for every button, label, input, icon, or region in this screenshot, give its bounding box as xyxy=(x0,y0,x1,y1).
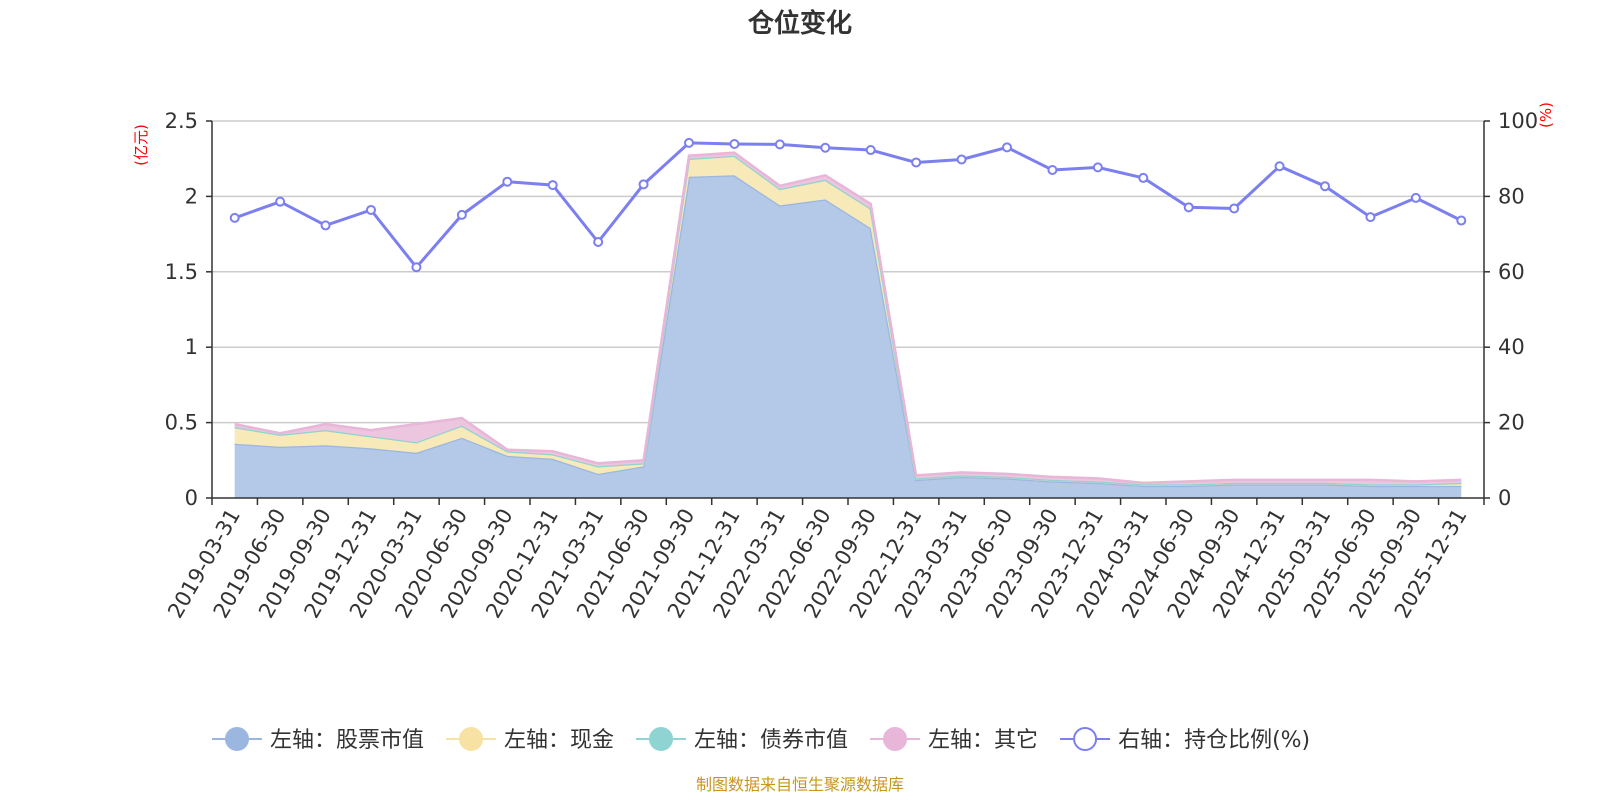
holding-ratio-point xyxy=(774,139,785,150)
legend-item-label: 右轴：持仓比例(%) xyxy=(1118,728,1310,753)
right-axis-tick-label: 0 xyxy=(1498,486,1511,510)
left-axis-tick-label: 0 xyxy=(185,486,198,510)
legend-circle-icon xyxy=(649,727,674,751)
right-axis-tick-label: 80 xyxy=(1498,184,1525,208)
left-axis-tick-label: 0.5 xyxy=(165,411,198,435)
chart-title: 仓位变化 xyxy=(747,8,852,39)
holding-ratio-point xyxy=(547,180,558,191)
holding-ratio-point xyxy=(1002,142,1012,153)
holding-ratio-point xyxy=(1365,212,1376,223)
right-axis-tick-label: 40 xyxy=(1498,335,1525,359)
holding-ratio-point xyxy=(684,137,694,148)
holding-ratio-point xyxy=(411,262,422,273)
holding-ratio-point xyxy=(638,179,649,190)
holding-ratio-point xyxy=(1456,215,1467,226)
legend-circle-icon xyxy=(459,727,484,751)
holding-ratio-point xyxy=(1138,172,1149,183)
holding-ratio-point xyxy=(502,176,513,187)
line-series xyxy=(229,137,1467,273)
holding-ratio-point xyxy=(229,212,240,223)
right-axis-tick-label: 20 xyxy=(1498,411,1525,435)
right-axis-tick-label: 60 xyxy=(1498,260,1525,284)
holding-ratio-point xyxy=(911,157,922,168)
holding-ratio-line xyxy=(234,141,1462,270)
holding-ratio-point xyxy=(275,196,286,207)
holding-ratio-point xyxy=(1320,181,1330,192)
holding-ratio-point xyxy=(366,204,376,215)
holding-ratio-point xyxy=(820,142,831,153)
holding-ratio-point xyxy=(456,209,467,220)
left-axis-tick-label: 2.5 xyxy=(165,109,198,133)
holding-ratio-point xyxy=(593,237,604,248)
holding-ratio-point xyxy=(865,145,876,156)
area-series-3-edge xyxy=(234,151,1462,485)
legend-circle-icon xyxy=(883,727,908,751)
holding-ratio-point xyxy=(1092,162,1103,173)
right-axis-tick-label: 100 xyxy=(1498,109,1538,133)
right-axis-unit: (%) xyxy=(1537,102,1555,128)
holding-ratio-point xyxy=(1274,161,1285,172)
legend: 左轴：股票市值 左轴：现金 左轴：债券市值 左轴：其它 右轴：持仓比例(%) xyxy=(212,727,1310,753)
holding-ratio-point xyxy=(320,220,331,231)
holding-ratio-point xyxy=(729,138,740,149)
holding-ratio-point xyxy=(1229,203,1240,214)
left-axis-tick-label: 1.5 xyxy=(165,260,198,284)
left-axis-tick-label: 2 xyxy=(185,184,198,208)
left-axis-unit: (亿元) xyxy=(132,124,150,166)
legend-hollow-circle-icon xyxy=(1073,727,1098,751)
data-source-footer: 制图数据来自恒生聚源数据库 xyxy=(696,775,904,794)
legend-item-label: 左轴：债券市值 xyxy=(694,728,848,753)
holding-ratio-point xyxy=(1410,192,1421,203)
holding-ratio-point xyxy=(1047,165,1058,176)
legend-item-label: 左轴：其它 xyxy=(928,728,1038,753)
holding-ratio-point xyxy=(1183,202,1194,213)
legend-item-label: 左轴：股票市值 xyxy=(270,728,424,753)
legend-circle-icon xyxy=(225,727,249,751)
area-series-0 xyxy=(234,175,1462,499)
holding-ratio-point xyxy=(956,154,967,165)
legend-item-label: 左轴：现金 xyxy=(504,728,614,753)
left-axis-tick-label: 1 xyxy=(185,335,198,359)
area-series xyxy=(234,151,1462,499)
